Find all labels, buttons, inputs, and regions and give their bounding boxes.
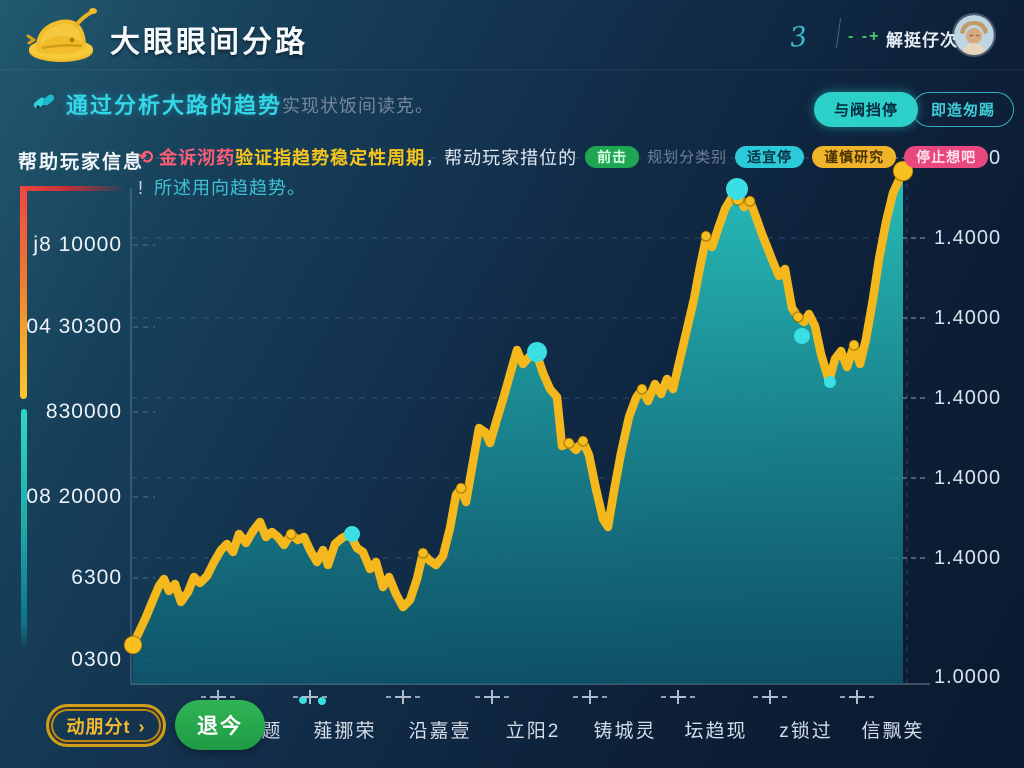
- annotation-line2-text: 所述用向趋趋势。: [154, 178, 307, 198]
- subheader-bar: 通过分析大路的趋势 实现状饭间读克。 与阀挡停 即造匆踢: [0, 78, 1024, 130]
- y-axis-label-left: 04 30300: [26, 315, 122, 338]
- chevron-right-icon: ›: [138, 716, 146, 737]
- annotation-line-1: ⟲ 金诉沏药 验证指趋势稳定性周期 ，帮动玩家措位的 前击 规划分类别 适宜停 谨慎研…: [138, 145, 989, 169]
- header-divider: [835, 18, 842, 48]
- sidebar-heading: 帮助玩家信息: [18, 152, 145, 173]
- y-axis-label-left: j8 10000: [33, 233, 122, 256]
- status-badge: 谨慎研究: [812, 146, 897, 168]
- x-axis-label: 题: [261, 721, 283, 742]
- accent-bar-teal: [21, 409, 27, 647]
- y-axis-label-right: 1.4000: [934, 547, 1002, 569]
- annotation-lead: 金诉沏药: [159, 148, 236, 168]
- y-axis-label-right: 1.4000: [934, 467, 1002, 489]
- dash-indicator: - -+: [848, 28, 881, 45]
- y-axis-label-left: 830000: [45, 400, 122, 423]
- accent-line-horizontal: [20, 186, 126, 191]
- y-axis-label-left: 0300: [71, 648, 122, 671]
- section-headline-suffix: 实现状饭间读克。: [282, 96, 434, 116]
- annotation-bang: !: [138, 178, 145, 198]
- status-badge-plain: 规划分类别: [647, 149, 728, 166]
- hat-logo-icon: [26, 8, 97, 62]
- avatar[interactable]: [954, 15, 994, 55]
- period-filter-button[interactable]: 动朋分t ›: [46, 704, 166, 747]
- page-title: 大眼眼间分路: [110, 26, 308, 59]
- user-menu-label[interactable]: 解挺仔次析: [886, 31, 976, 50]
- x-axis-label: 薤挪荣: [313, 721, 377, 742]
- x-axis-label: 坛趋现: [684, 721, 748, 742]
- y-axis-label-right: 1.4000: [934, 307, 1002, 329]
- y-axis-label-left: 6300: [71, 566, 122, 589]
- status-badges: 前击 规划分类别 适宜停 谨慎研究 停止想吧: [585, 146, 996, 168]
- y-axis-label-right: 1.4000: [934, 227, 1002, 249]
- section-headline: 通过分析大路的趋势: [66, 93, 283, 118]
- secondary-action-button[interactable]: 即造匆踢: [912, 92, 1015, 127]
- period-filter-label: 动朋分t: [66, 716, 131, 737]
- annotation-highlight: 验证指趋势稳定性周期: [235, 148, 426, 168]
- x-axis-label: z锁过: [779, 721, 833, 742]
- annotation-mid: ，帮动玩家措位的: [425, 148, 578, 168]
- x-axis-label: 立阳2: [505, 721, 561, 742]
- primary-action-button[interactable]: 与阀挡停: [814, 92, 919, 127]
- refresh-icon: ⟲: [138, 146, 154, 167]
- x-axis-label: 信飘笑: [861, 721, 925, 742]
- status-badge: 停止想吧: [904, 146, 989, 168]
- status-badge: 适宜停: [735, 146, 805, 168]
- y-axis-label-right: 1.4000: [934, 387, 1002, 409]
- annotation-line-2: ! 所述用向趋趋势。: [138, 174, 918, 200]
- header-bar: 大眼眼间分路 3 - -+ 解挺仔次析: [0, 0, 1024, 70]
- link-icon: [33, 94, 55, 109]
- script-glyph: 3: [788, 21, 809, 54]
- score-button[interactable]: 退今: [175, 700, 265, 750]
- y-axis-label-right: 1.0000: [934, 666, 1002, 688]
- status-badge: 前击: [585, 146, 640, 168]
- x-axis-label: 铸城灵: [593, 721, 657, 742]
- x-axis-label: 沿嘉壹: [408, 721, 472, 742]
- y-axis-label-left: 08 20000: [26, 485, 122, 508]
- chart-annotation: ⟲ 金诉沏药 验证指趋势稳定性周期 ，帮动玩家措位的 前击 规划分类别 适宜停 谨慎研…: [138, 145, 989, 200]
- accent-bar-warm: [20, 186, 27, 399]
